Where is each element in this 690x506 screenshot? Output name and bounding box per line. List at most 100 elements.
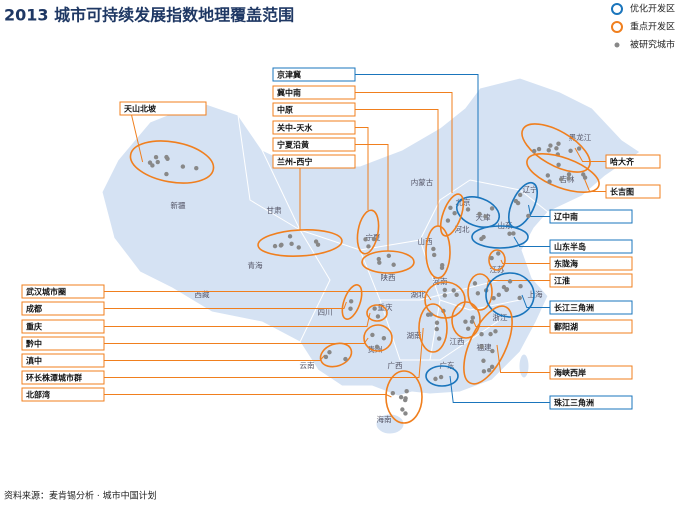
- province-label: 陕西: [381, 272, 396, 282]
- region-ellipse: [439, 193, 465, 237]
- region-ellipse: [471, 225, 529, 249]
- city-dot: [488, 331, 493, 337]
- city-dot: [469, 319, 475, 324]
- city-dot: [546, 148, 551, 153]
- city-dot: [438, 374, 444, 380]
- region: 环长株潭城市群: [21, 303, 448, 385]
- region-box: [549, 365, 633, 380]
- leader-line: [355, 92, 453, 193]
- leader-line: [104, 301, 347, 309]
- city-dot: [440, 262, 445, 268]
- leader-line: [104, 337, 369, 344]
- region-ellipse: [257, 229, 343, 257]
- city-dot: [372, 306, 377, 311]
- province-label: 湖北: [411, 290, 426, 299]
- region: 长江三角洲: [485, 272, 633, 318]
- region: 宁夏沿黄: [272, 137, 415, 274]
- region-ellipse: [319, 342, 353, 368]
- region-ellipse: [521, 123, 591, 173]
- region-box: [549, 273, 633, 288]
- city-dot: [366, 244, 371, 249]
- region-box: [21, 284, 105, 299]
- city-dot: [452, 210, 457, 216]
- city-dot: [374, 344, 380, 350]
- city-dot: [536, 146, 542, 152]
- province-label: 广西: [388, 360, 403, 370]
- province-label: 甘肃: [267, 205, 282, 215]
- city-dot: [566, 176, 571, 181]
- region-ellipse: [463, 305, 513, 385]
- region-box: [272, 120, 356, 135]
- taiwan: [518, 353, 530, 379]
- city-dot: [279, 242, 284, 248]
- region: 武汉城市圈: [21, 281, 466, 319]
- city-dot: [504, 287, 510, 292]
- province-label: 重庆: [378, 302, 393, 312]
- city-dot: [496, 292, 502, 298]
- leader-line: [521, 294, 550, 308]
- province-label: 江苏: [490, 264, 505, 274]
- city-dot: [465, 326, 471, 331]
- region-label: 辽中南: [554, 212, 578, 222]
- city-dot: [507, 231, 512, 236]
- region: 京津冀: [272, 67, 501, 228]
- city-dot: [481, 358, 486, 363]
- region-label: 环长株潭城市群: [26, 373, 82, 383]
- region: 兰州-西宁: [257, 154, 356, 257]
- leader-line: [355, 127, 369, 210]
- city-dot: [576, 146, 582, 151]
- province-label: 贵州: [368, 344, 383, 354]
- land: [101, 77, 641, 435]
- city-dot: [164, 154, 169, 160]
- region-label: 冀中南: [277, 88, 301, 98]
- province-label: 黑龙江: [569, 132, 592, 142]
- legend-label: 被研究城市: [630, 39, 675, 51]
- city-dot: [463, 319, 468, 324]
- city-dot: [448, 205, 453, 211]
- region: 东陇海: [488, 249, 633, 271]
- city-dot: [489, 364, 495, 370]
- city-dot: [489, 206, 495, 211]
- region-box: [21, 353, 105, 368]
- region-ellipse: [356, 209, 380, 255]
- leader-line: [355, 74, 479, 198]
- city-dot: [194, 166, 199, 171]
- city-dot: [403, 411, 408, 416]
- region-label: 江淮: [554, 276, 570, 286]
- province-label: 河南: [433, 276, 448, 286]
- province-label: 湖南: [407, 330, 422, 340]
- city-dot: [313, 239, 319, 244]
- leader-line: [355, 144, 389, 251]
- city-dot: [155, 159, 160, 165]
- city-dot: [180, 164, 186, 169]
- region-box: [119, 101, 207, 116]
- region-label: 关中-天水: [277, 123, 313, 133]
- city-dot: [272, 243, 278, 249]
- leader-line: [496, 344, 550, 373]
- city-dot: [404, 389, 409, 394]
- region-label: 天山北坡: [124, 104, 157, 114]
- leader-line: [355, 109, 439, 226]
- region-box: [272, 85, 356, 100]
- region-label: 兰州-西宁: [277, 157, 312, 167]
- region-box: [549, 256, 633, 271]
- region: 鄱阳湖: [451, 301, 633, 339]
- region-label: 宁夏沿黄: [277, 140, 309, 150]
- city-dot: [398, 394, 404, 400]
- region-ellipse: [425, 365, 459, 387]
- city-dot: [479, 344, 484, 349]
- city-dot: [442, 287, 448, 293]
- city-dot: [296, 245, 301, 250]
- city-dot: [545, 173, 551, 178]
- city-dot: [566, 172, 572, 177]
- city-dot: [371, 236, 377, 242]
- city-dot: [431, 246, 436, 252]
- source: 资料来源：麦肯锡分析 · 城市中国计划: [4, 490, 157, 502]
- city-dot: [518, 283, 523, 289]
- city-dot: [483, 214, 488, 219]
- region: 珠江三角洲: [425, 365, 633, 410]
- region-box: [272, 102, 356, 117]
- province-label: 西藏: [195, 289, 210, 299]
- city-dot: [381, 336, 387, 341]
- region-box: [549, 395, 633, 410]
